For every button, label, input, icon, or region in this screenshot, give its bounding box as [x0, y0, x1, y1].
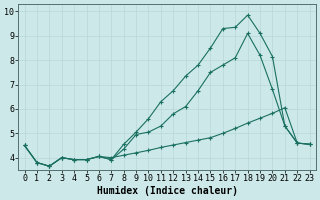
X-axis label: Humidex (Indice chaleur): Humidex (Indice chaleur) [97, 186, 237, 196]
